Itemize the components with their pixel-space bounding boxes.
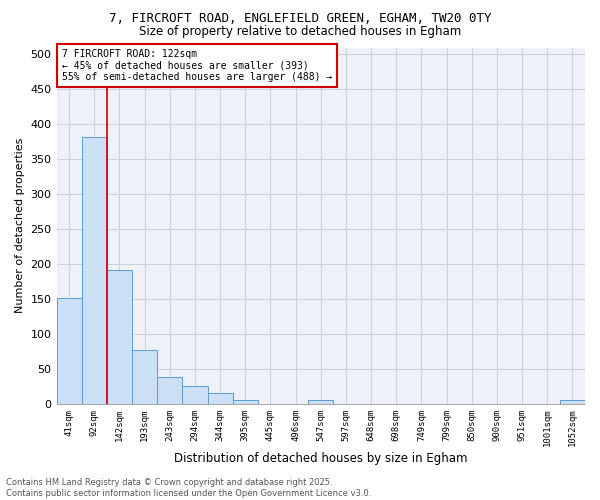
Y-axis label: Number of detached properties: Number of detached properties (15, 138, 25, 314)
Bar (107, 270, 132, 404)
Text: Size of property relative to detached houses in Egham: Size of property relative to detached ho… (139, 25, 461, 38)
Bar (82, 137, 107, 404)
Bar (208, 393, 233, 404)
Bar (308, 400, 334, 404)
Bar (233, 400, 258, 404)
X-axis label: Distribution of detached houses by size in Egham: Distribution of detached houses by size … (174, 452, 467, 465)
Bar (560, 400, 585, 404)
Bar (56, 298, 82, 404)
Text: Contains HM Land Registry data © Crown copyright and database right 2025.
Contai: Contains HM Land Registry data © Crown c… (6, 478, 371, 498)
Text: 7, FIRCROFT ROAD, ENGLEFIELD GREEN, EGHAM, TW20 0TY: 7, FIRCROFT ROAD, ENGLEFIELD GREEN, EGHA… (109, 12, 491, 26)
Bar (157, 378, 182, 404)
Text: 7 FIRCROFT ROAD: 122sqm
← 45% of detached houses are smaller (393)
55% of semi-d: 7 FIRCROFT ROAD: 122sqm ← 45% of detache… (62, 50, 332, 82)
Bar (182, 386, 208, 404)
Bar (132, 350, 157, 404)
